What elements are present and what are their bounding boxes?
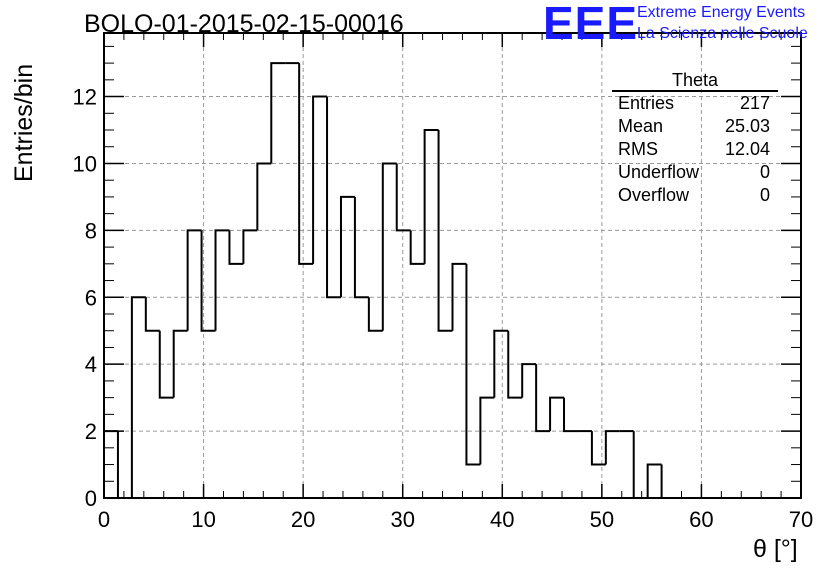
y-tick-label: 2 <box>85 419 97 444</box>
axis-ticks <box>103 33 802 499</box>
x-axis-label: θ [°] <box>753 535 798 563</box>
y-tick-label: 0 <box>85 486 97 511</box>
histogram-bin <box>228 230 244 265</box>
stats-value: 0 <box>759 185 770 205</box>
histogram-bin <box>144 297 160 332</box>
x-tick-label: 60 <box>689 507 713 532</box>
histogram-bin <box>465 263 481 466</box>
stats-row-underflow: Underflow 0 <box>612 161 778 184</box>
x-tick-label: 50 <box>590 507 614 532</box>
x-tick-label: 0 <box>98 507 110 532</box>
stats-label: Mean <box>618 116 664 136</box>
x-tick-label: 70 <box>789 507 813 532</box>
eee-logo: EEE <box>543 0 639 49</box>
histogram-bin <box>270 62 286 164</box>
histogram-bin <box>312 95 328 264</box>
histogram-bin <box>479 396 495 465</box>
y-axis-label: Entries/bin <box>10 63 38 182</box>
stats-label: Overflow <box>618 185 690 205</box>
histogram-bin <box>116 431 132 499</box>
histogram-bin <box>409 230 425 265</box>
y-tick-label: 8 <box>85 218 97 243</box>
stats-value: 0 <box>759 162 770 182</box>
stats-value: 25.03 <box>724 116 770 136</box>
stats-box: Theta Entries 217 Mean 25.03 RMS 12.04 U… <box>612 70 778 207</box>
histogram-bin <box>423 129 439 264</box>
histogram-bin <box>381 162 397 331</box>
histogram-bin <box>367 297 383 332</box>
stats-row-mean: Mean 25.03 <box>612 115 778 138</box>
histogram-bin <box>563 397 578 433</box>
histogram-bin <box>549 396 565 432</box>
y-tick-label: 10 <box>73 151 97 176</box>
histogram-bin <box>158 330 174 399</box>
stats-value: 12.04 <box>724 139 770 159</box>
histogram-bin <box>590 431 606 466</box>
histogram-bin <box>214 229 230 331</box>
stats-label: Entries <box>618 93 675 113</box>
y-tick-label: 6 <box>85 285 97 310</box>
histogram-bin <box>437 130 453 332</box>
histogram-bin <box>507 330 523 399</box>
plot-frame <box>103 32 802 499</box>
chart-title: BOLO-01-2015-02-15-00016 <box>84 10 404 38</box>
x-tick-label: 30 <box>390 507 414 532</box>
x-tick-label: 40 <box>490 507 514 532</box>
histogram-bin <box>493 329 509 398</box>
histogram-bars <box>103 62 801 499</box>
histogram-bin <box>186 229 202 331</box>
histogram-bin <box>339 195 355 298</box>
y-tick-label: 12 <box>73 85 97 110</box>
grid-lines <box>104 33 801 498</box>
stats-row-rms: RMS 12.04 <box>612 138 778 161</box>
x-tick-label: 20 <box>291 507 315 532</box>
y-tick-label: 4 <box>85 352 97 377</box>
histogram-bin <box>256 162 272 231</box>
stats-row-overflow: Overflow 0 <box>612 184 778 207</box>
stats-box-title: Theta <box>612 70 778 92</box>
histogram-bin <box>298 63 314 265</box>
histogram-bin <box>172 329 188 398</box>
histogram-bin <box>326 96 341 299</box>
x-tick-label: 10 <box>191 507 215 532</box>
histogram-bin <box>353 196 369 299</box>
stats-label: Underflow <box>618 162 700 182</box>
histogram-bin <box>521 363 537 398</box>
histogram-bin <box>646 463 662 498</box>
histogram-bin <box>535 364 551 433</box>
histogram-bin <box>604 430 620 465</box>
histogram-bin <box>395 163 411 232</box>
logo-subtitle-2: La Scienza nelle Scuole <box>637 25 808 42</box>
stats-value: 217 <box>739 93 770 113</box>
histogram-bin <box>451 262 467 331</box>
histogram-bin <box>660 464 676 499</box>
histogram-bin <box>200 230 216 332</box>
axis-tick-labels: 0 10 20 30 40 50 60 70 0 2 4 6 8 10 12 <box>73 85 814 532</box>
logo-subtitle-1: Extreme Energy Events <box>637 4 806 21</box>
stats-row-entries: Entries 217 <box>612 92 778 115</box>
histogram-bin <box>632 431 648 499</box>
stats-label: RMS <box>618 139 658 159</box>
histogram-bin <box>242 229 258 264</box>
histogram-bin <box>130 296 146 498</box>
